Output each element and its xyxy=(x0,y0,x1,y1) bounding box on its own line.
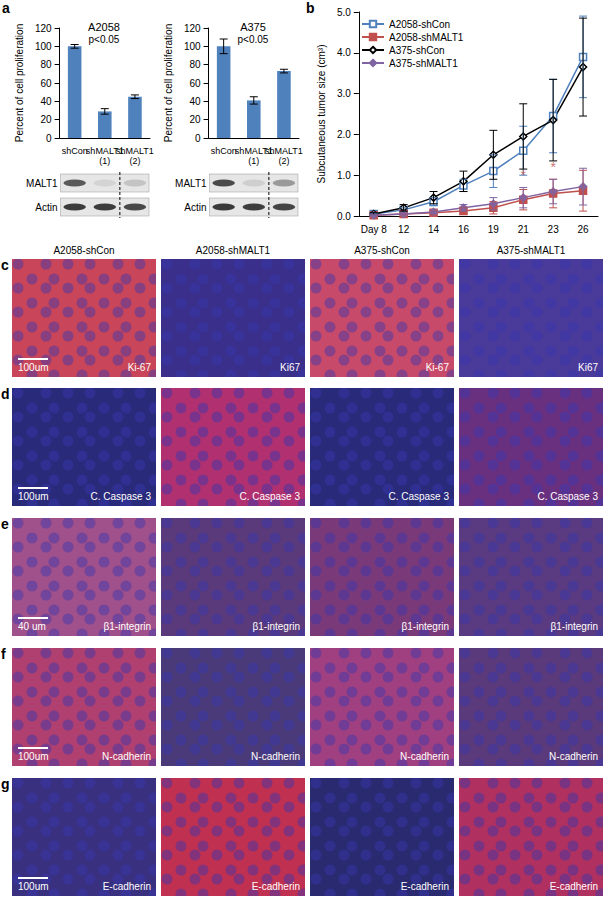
svg-text:C. Caspase 3: C. Caspase 3 xyxy=(90,491,151,502)
svg-text:Ki67: Ki67 xyxy=(578,362,598,373)
svg-text:MALT1: MALT1 xyxy=(26,178,58,189)
svg-text:40: 40 xyxy=(189,96,201,107)
svg-text:80: 80 xyxy=(189,59,201,70)
svg-text:shMALT1: shMALT1 xyxy=(265,146,303,156)
html-text:f: f xyxy=(1,646,6,662)
svg-text:0: 0 xyxy=(46,133,52,144)
svg-text:β1-integrin: β1-integrin xyxy=(551,621,598,632)
svg-text:Ki67: Ki67 xyxy=(280,362,300,373)
svg-text:shCon: shCon xyxy=(211,146,237,156)
svg-text:23: 23 xyxy=(548,224,560,235)
svg-text:shMALT1: shMALT1 xyxy=(234,146,273,156)
svg-text:120: 120 xyxy=(35,23,52,34)
svg-text:2.0: 2.0 xyxy=(337,129,351,140)
svg-text:C. Caspase 3: C. Caspase 3 xyxy=(388,491,449,502)
svg-text:C. Caspase 3: C. Caspase 3 xyxy=(537,491,598,502)
svg-text:Ki-67: Ki-67 xyxy=(128,362,152,373)
svg-text:20: 20 xyxy=(40,114,52,125)
svg-text:C. Caspase 3: C. Caspase 3 xyxy=(239,491,300,502)
svg-text:21: 21 xyxy=(518,224,530,235)
svg-text:shCon: shCon xyxy=(62,146,88,156)
svg-text:Ki-67: Ki-67 xyxy=(426,362,450,373)
svg-text:p<0.05: p<0.05 xyxy=(89,34,120,45)
svg-text:0: 0 xyxy=(195,133,201,144)
svg-text:Actin: Actin xyxy=(184,202,206,213)
svg-text:shMALT1: shMALT1 xyxy=(116,146,154,156)
svg-text:(2): (2) xyxy=(278,156,289,166)
svg-text:40: 40 xyxy=(40,96,52,107)
svg-text:Percent of cell proliferation: Percent of cell proliferation xyxy=(163,24,174,142)
svg-text:100um: 100um xyxy=(18,491,49,502)
svg-text:p<0.05: p<0.05 xyxy=(238,34,269,45)
svg-text:26: 26 xyxy=(577,224,589,235)
html-text:g: g xyxy=(1,776,10,792)
svg-text:80: 80 xyxy=(40,59,52,70)
svg-text:*: * xyxy=(550,159,556,175)
svg-text:5.0: 5.0 xyxy=(337,7,351,18)
svg-text:100um: 100um xyxy=(18,362,49,373)
svg-text:3.0: 3.0 xyxy=(337,88,351,99)
svg-text:1.0: 1.0 xyxy=(337,170,351,181)
svg-text:shMALT1: shMALT1 xyxy=(85,146,124,156)
svg-text:A2058: A2058 xyxy=(88,21,120,33)
svg-text:60: 60 xyxy=(40,78,52,89)
svg-text:(1): (1) xyxy=(248,156,259,166)
html-text:a: a xyxy=(2,0,10,16)
svg-text:60: 60 xyxy=(189,78,201,89)
svg-text:0.0: 0.0 xyxy=(337,211,351,222)
svg-text:4.0: 4.0 xyxy=(337,47,351,58)
html-text:b: b xyxy=(306,0,315,16)
svg-text:E-cadherin: E-cadherin xyxy=(550,881,598,892)
html-text:A2058-shMALT1: A2058-shMALT1 xyxy=(195,245,271,256)
svg-text:A2058-shCon: A2058-shCon xyxy=(389,19,450,30)
svg-text:100um: 100um xyxy=(18,751,49,762)
svg-text:Day 8: Day 8 xyxy=(361,224,388,235)
svg-text:E-cadherin: E-cadherin xyxy=(401,881,449,892)
svg-text:E-cadherin: E-cadherin xyxy=(103,881,151,892)
svg-text:(2): (2) xyxy=(129,156,140,166)
svg-text:(1): (1) xyxy=(99,156,110,166)
svg-text:*: * xyxy=(521,167,527,183)
svg-text:40 um: 40 um xyxy=(18,621,46,632)
svg-text:β1-integrin: β1-integrin xyxy=(402,621,449,632)
html-text:e: e xyxy=(1,516,9,532)
html-text:A375-shCon: A375-shCon xyxy=(354,245,410,256)
html-text:d: d xyxy=(1,386,10,402)
svg-text:MALT1: MALT1 xyxy=(175,178,207,189)
svg-text:A375: A375 xyxy=(240,21,266,33)
svg-text:A375-shMALT1: A375-shMALT1 xyxy=(389,58,458,69)
html-text:A2058-shCon: A2058-shCon xyxy=(53,245,115,256)
svg-text:A2058-shMALT1: A2058-shMALT1 xyxy=(389,32,464,43)
svg-text:N-cadherin: N-cadherin xyxy=(549,751,598,762)
svg-text:Percent of cell proliferation: Percent of cell proliferation xyxy=(14,24,25,142)
svg-text:β1-integrin: β1-integrin xyxy=(104,621,151,632)
svg-text:N-cadherin: N-cadherin xyxy=(400,751,449,762)
svg-text:20: 20 xyxy=(189,114,201,125)
svg-text:16: 16 xyxy=(458,224,470,235)
html-text:c: c xyxy=(1,257,9,273)
svg-text:100: 100 xyxy=(184,41,201,52)
svg-text:N-cadherin: N-cadherin xyxy=(102,751,151,762)
svg-text:19: 19 xyxy=(488,224,500,235)
svg-text:12: 12 xyxy=(398,224,410,235)
svg-text:100um: 100um xyxy=(18,881,49,892)
svg-text:Subcutaneous tumor size (cm³): Subcutaneous tumor size (cm³) xyxy=(316,45,327,184)
svg-text:Actin: Actin xyxy=(35,202,57,213)
html-text:A375-shMALT1: A375-shMALT1 xyxy=(496,245,566,256)
svg-text:14: 14 xyxy=(428,224,440,235)
svg-text:β1-integrin: β1-integrin xyxy=(253,621,300,632)
svg-text:E-cadherin: E-cadherin xyxy=(252,881,300,892)
svg-text:100: 100 xyxy=(35,41,52,52)
svg-text:A375-shCon: A375-shCon xyxy=(389,45,445,56)
svg-text:120: 120 xyxy=(184,23,201,34)
svg-text:N-cadherin: N-cadherin xyxy=(251,751,300,762)
